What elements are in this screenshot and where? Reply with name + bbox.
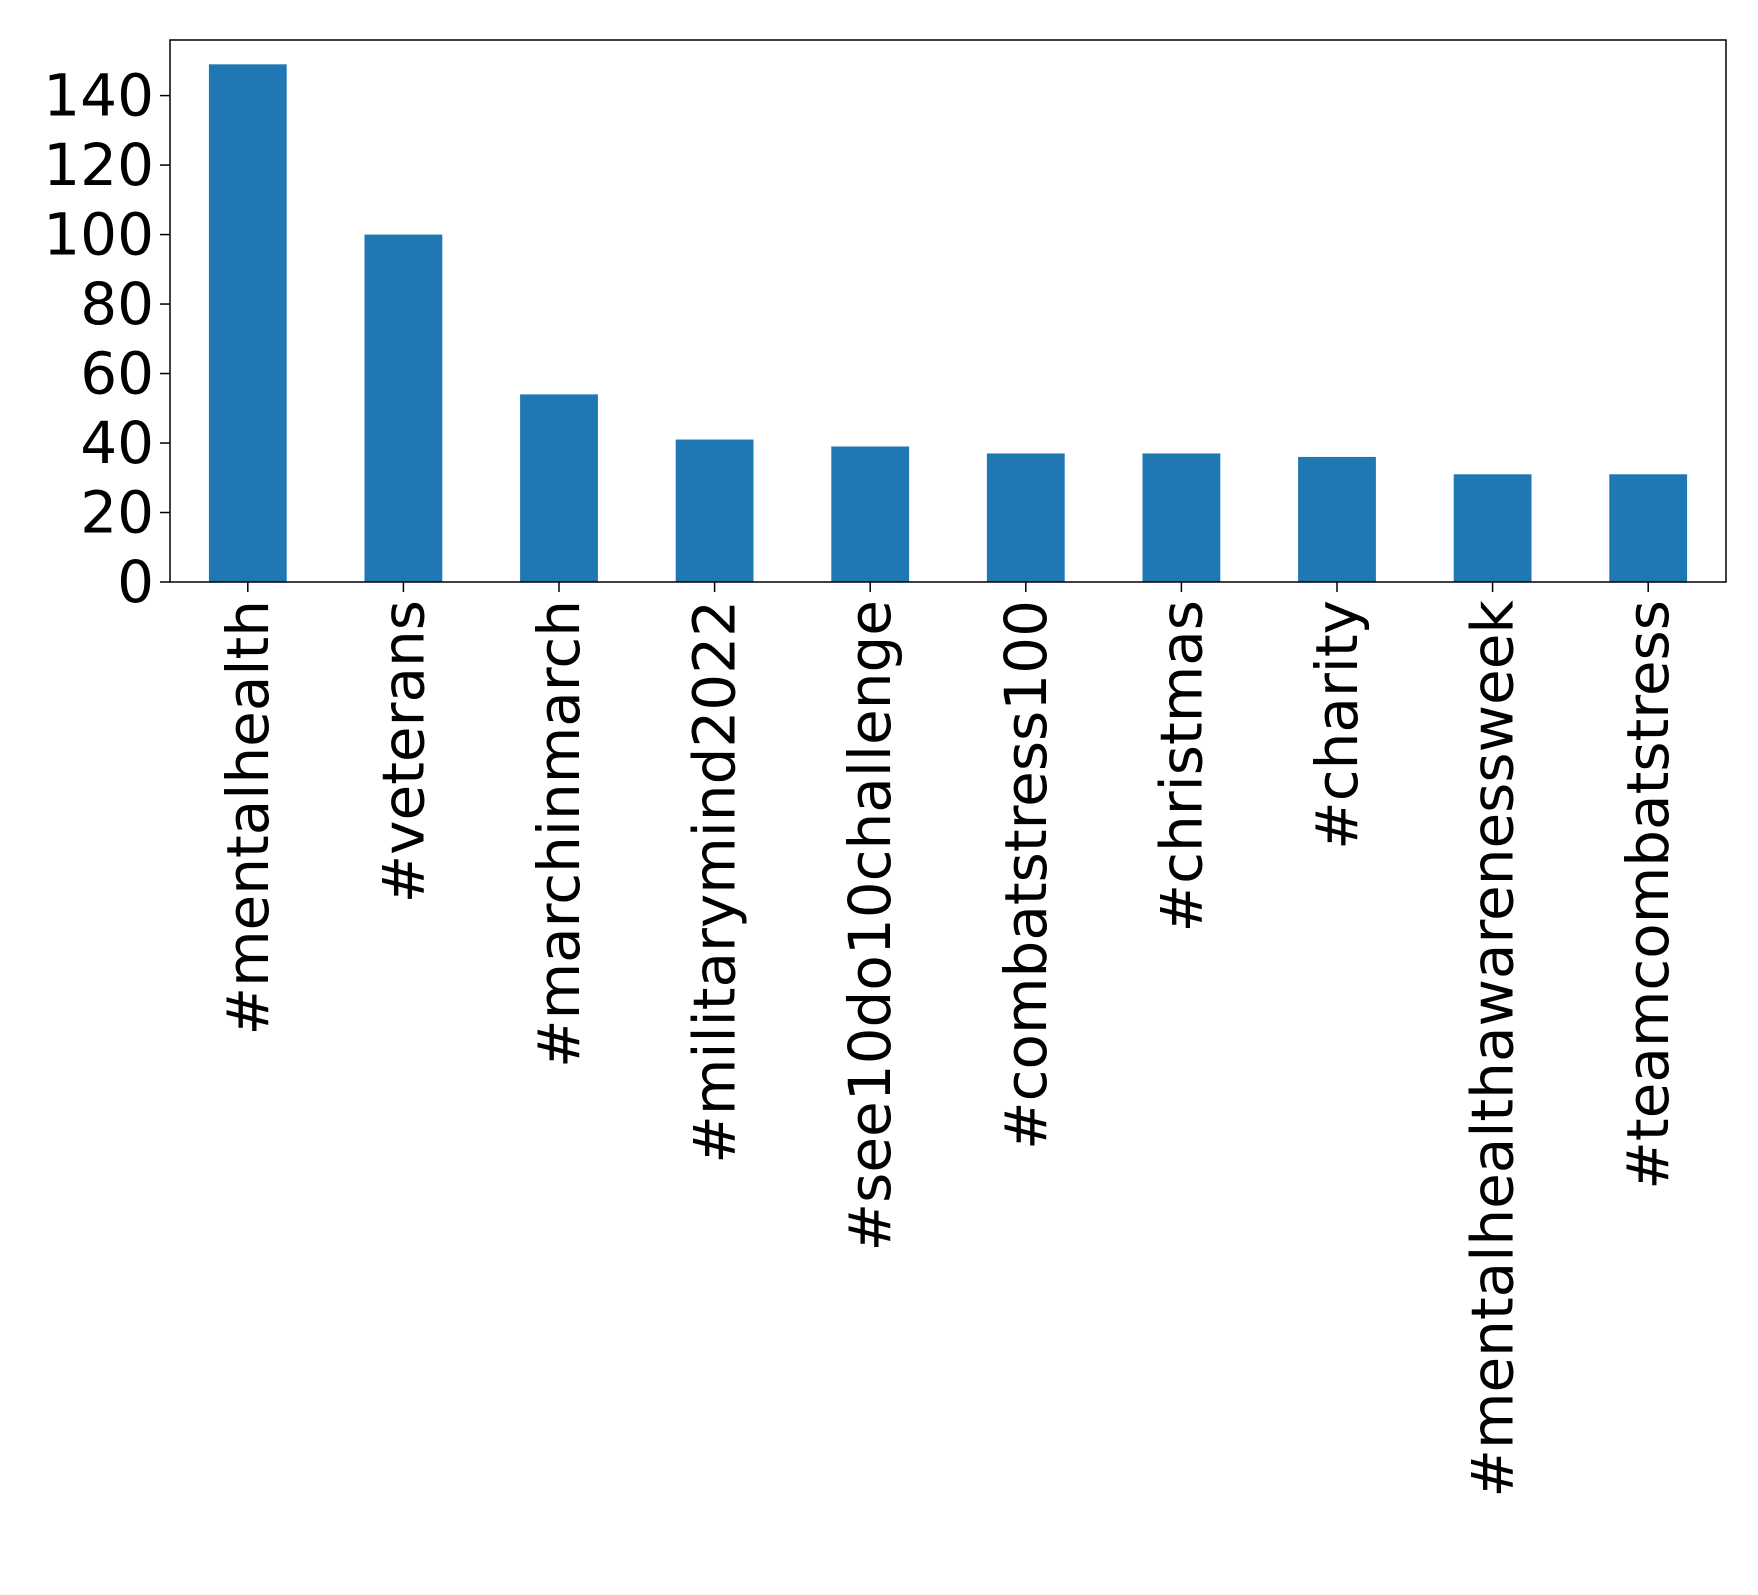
bar-militarymind2022 xyxy=(675,439,754,582)
bar-combatstress100 xyxy=(986,453,1065,582)
bar-marchinmarch xyxy=(520,394,598,582)
x-tick-label: #mentalhealth xyxy=(214,600,282,1036)
x-tick-label: #charity xyxy=(1303,600,1371,850)
x-tick-label: #combatstress100 xyxy=(992,600,1060,1150)
plot-frame xyxy=(169,39,1727,583)
y-tick-label: 20 xyxy=(80,479,154,547)
y-tick-label: 60 xyxy=(80,340,154,408)
y-tick-label: 120 xyxy=(43,131,154,199)
x-tick-label: #christmas xyxy=(1147,600,1215,932)
bar-see10do10challenge xyxy=(831,446,910,582)
bar-charity xyxy=(1298,456,1376,582)
bar-veterans xyxy=(364,234,443,583)
x-tick-label: #see10do10challenge xyxy=(836,600,904,1251)
x-tick-label: #mentalhealthawarenessweek xyxy=(1459,600,1527,1498)
bar-teamcombatstress xyxy=(1609,474,1688,582)
x-tick-label: #veterans xyxy=(369,600,437,903)
bar-mentalhealthawarenessweek xyxy=(1453,474,1532,582)
x-tick-label: #militarymind2022 xyxy=(681,600,749,1164)
x-axis: #mentalhealth #veterans #marchinmarch #mili… xyxy=(214,582,1682,1498)
y-tick-label: 0 xyxy=(117,548,154,616)
y-tick-label: 100 xyxy=(43,201,154,269)
y-tick-label: 140 xyxy=(43,62,154,130)
bars-group xyxy=(208,64,1688,583)
x-tick-label: #teamcombatstress xyxy=(1614,600,1682,1190)
bar-mentalhealth xyxy=(208,64,287,583)
y-tick-label: 40 xyxy=(80,409,154,477)
x-tick-label: #marchinmarch xyxy=(525,600,593,1068)
bar-christmas xyxy=(1142,453,1221,582)
y-tick-label: 80 xyxy=(80,270,154,338)
